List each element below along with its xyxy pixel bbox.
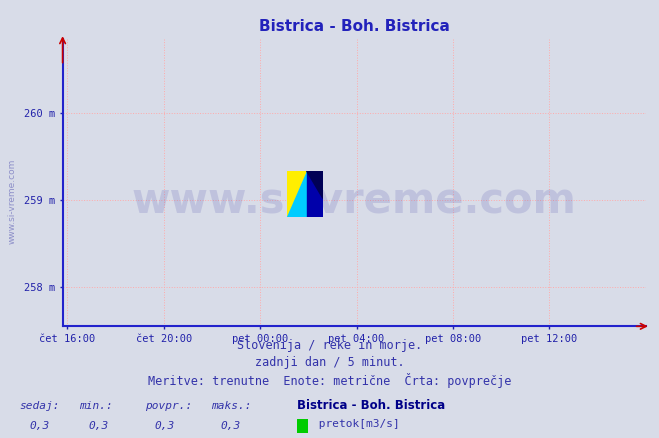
- Title: Bistrica - Boh. Bistrica: Bistrica - Boh. Bistrica: [259, 19, 449, 34]
- Text: pretok[m3/s]: pretok[m3/s]: [312, 419, 400, 428]
- Text: Slovenija / reke in morje.: Slovenija / reke in morje.: [237, 339, 422, 353]
- Text: 0,3: 0,3: [221, 421, 241, 431]
- Polygon shape: [306, 171, 323, 198]
- Text: www.si-vreme.com: www.si-vreme.com: [132, 179, 577, 221]
- Text: zadnji dan / 5 minut.: zadnji dan / 5 minut.: [254, 356, 405, 369]
- Polygon shape: [287, 171, 306, 217]
- Text: www.si-vreme.com: www.si-vreme.com: [8, 159, 17, 244]
- Polygon shape: [306, 171, 323, 217]
- Text: Bistrica - Boh. Bistrica: Bistrica - Boh. Bistrica: [297, 399, 445, 412]
- Text: sedaj:: sedaj:: [20, 401, 60, 411]
- Text: povpr.:: povpr.:: [145, 401, 192, 411]
- Polygon shape: [287, 171, 306, 217]
- Text: 0,3: 0,3: [30, 421, 50, 431]
- Text: maks.:: maks.:: [211, 401, 251, 411]
- Text: min.:: min.:: [79, 401, 113, 411]
- Text: Meritve: trenutne  Enote: metrične  Črta: povprečje: Meritve: trenutne Enote: metrične Črta: …: [148, 373, 511, 388]
- Text: 0,3: 0,3: [155, 421, 175, 431]
- Text: 0,3: 0,3: [89, 421, 109, 431]
